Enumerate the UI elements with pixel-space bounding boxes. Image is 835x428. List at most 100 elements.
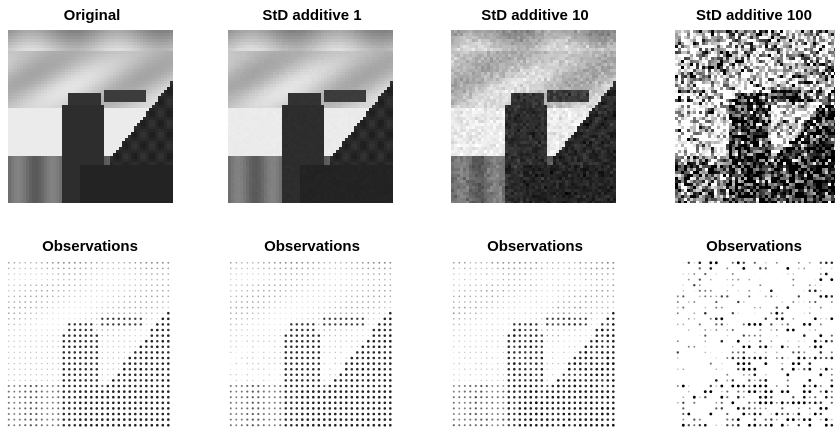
observation-dot <box>737 362 740 365</box>
observation-dot <box>470 380 471 381</box>
observation-dot <box>334 407 337 410</box>
observation-dot <box>819 334 822 337</box>
observation-dot <box>25 363 26 364</box>
observation-dot <box>274 374 275 375</box>
observation-dot <box>732 424 734 426</box>
observation-dot <box>530 262 532 264</box>
observation-dot <box>389 301 391 303</box>
observation-dot <box>8 391 10 393</box>
observation-dot <box>491 296 493 298</box>
observation-dot <box>362 418 365 421</box>
observation-dot <box>726 391 728 393</box>
observation-dot <box>8 273 10 275</box>
observation-dot <box>46 413 48 415</box>
observation-dot <box>535 357 537 359</box>
observation-dot <box>41 413 43 415</box>
observation-dot <box>351 262 353 264</box>
observation-dot <box>74 323 76 325</box>
observation-dot <box>373 324 374 325</box>
observation-dot <box>782 307 783 308</box>
observation-dot <box>486 290 488 292</box>
observation-dot <box>13 396 15 398</box>
observation-dot <box>368 279 370 281</box>
observation-dot <box>134 396 137 399</box>
observation-dot <box>112 407 115 410</box>
observation-dot <box>30 268 32 270</box>
observation-dot <box>290 424 293 427</box>
observation-dot <box>346 335 348 337</box>
observation-dot <box>279 419 281 421</box>
observation-dot <box>63 307 64 308</box>
observation-dot <box>530 368 532 370</box>
observation-dot <box>146 329 147 330</box>
observation-dot <box>481 284 483 286</box>
observation-dot <box>230 424 232 426</box>
observation-dot <box>134 301 136 303</box>
observation-dot <box>362 362 365 365</box>
observation-dot <box>612 362 615 365</box>
observation-dot <box>710 313 711 314</box>
observation-dot <box>831 424 834 427</box>
observation-dot <box>519 385 522 388</box>
observation-dot <box>162 296 164 298</box>
observation-dot <box>24 307 26 309</box>
observation-dot <box>464 396 466 398</box>
observation-dot <box>74 407 77 410</box>
observation-dot <box>470 357 471 358</box>
observation-dot <box>563 301 565 303</box>
observation-dot <box>596 340 599 343</box>
observation-dot <box>235 407 237 409</box>
observation-dot <box>58 363 59 364</box>
observation-dot <box>519 318 520 319</box>
observation-dot <box>814 290 817 293</box>
observation-dot <box>85 334 88 337</box>
observation-dot <box>809 268 810 269</box>
observation-dot <box>584 418 587 421</box>
observation-dot <box>296 313 297 314</box>
observation-dot <box>19 335 20 336</box>
observation-dot <box>346 357 347 358</box>
observation-dot <box>798 419 800 421</box>
observation-dot <box>8 318 10 320</box>
observation-dot <box>480 296 482 298</box>
observation-dot <box>552 273 554 275</box>
observation-dot <box>688 346 690 348</box>
observation-dot <box>737 368 739 370</box>
observation-dot <box>781 312 783 314</box>
observation-dot <box>557 413 560 416</box>
observation-dot <box>519 351 521 353</box>
observation-dot <box>307 396 310 399</box>
observation-dot <box>146 324 147 325</box>
observation-dot <box>85 301 86 302</box>
observation-dot <box>607 318 610 321</box>
observation-dot <box>285 268 287 270</box>
observation-dot <box>742 357 745 360</box>
observation-dot <box>458 312 460 314</box>
observation-dot <box>296 418 299 421</box>
observation-dot <box>162 418 165 421</box>
observation-dot <box>770 312 772 314</box>
observation-dot <box>563 318 565 320</box>
observation-dot <box>373 312 375 314</box>
observation-dot <box>118 379 121 382</box>
observation-dot <box>569 335 570 336</box>
observation-dot <box>335 346 336 347</box>
observation-dot <box>492 329 493 330</box>
observation-dot <box>508 402 511 405</box>
observation-dot <box>492 273 494 275</box>
observation-dot <box>519 290 521 292</box>
observation-dot <box>547 352 548 353</box>
observation-dot <box>470 368 471 369</box>
observation-dot <box>552 323 554 325</box>
observation-dot <box>776 357 778 359</box>
observation-dot <box>770 401 773 404</box>
observation-dot <box>329 346 330 347</box>
observation-dot <box>825 357 827 359</box>
observation-dot <box>367 312 369 314</box>
observation-dot <box>96 396 99 399</box>
observation-dot <box>373 290 375 292</box>
observation-dot <box>699 267 701 269</box>
observation-dot <box>748 407 750 409</box>
observation-dot <box>384 262 386 264</box>
observation-dot <box>123 296 125 298</box>
